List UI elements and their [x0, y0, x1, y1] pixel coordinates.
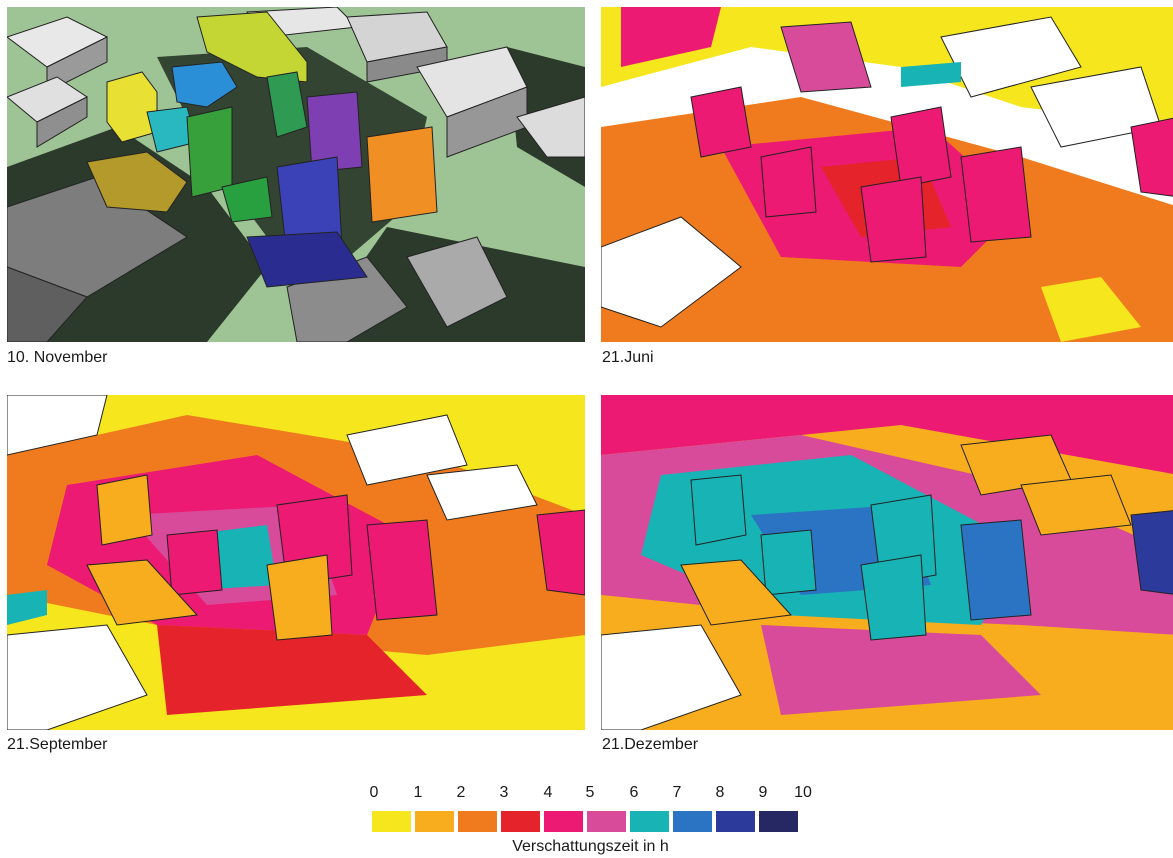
legend-tick: 9 [758, 784, 768, 801]
legend-tick: 7 [672, 784, 682, 801]
panel-caption: 21.Dezember [602, 736, 699, 753]
shading-view-december [601, 395, 1173, 730]
legend-tick: 8 [715, 784, 725, 801]
legend-tick-labels: 0 1 2 3 4 5 6 7 8 9 10 [368, 784, 813, 806]
legend-tick: 10 [794, 784, 812, 801]
legend-swatch [630, 811, 669, 832]
legend-tick: 4 [543, 784, 553, 801]
legend-tick: 6 [629, 784, 639, 801]
model-view-november [7, 7, 585, 342]
color-legend: 0 1 2 3 4 5 6 7 8 9 10 Verschattungszeit… [368, 784, 813, 858]
legend-swatch [544, 811, 583, 832]
legend-swatch [759, 811, 798, 832]
panel-caption: 10. November [7, 349, 108, 366]
legend-tick: 2 [456, 784, 466, 801]
legend-swatch-row [372, 811, 802, 832]
legend-swatch [501, 811, 540, 832]
legend-tick: 1 [413, 784, 423, 801]
shading-view-june [601, 7, 1173, 342]
panel-caption: 21.September [7, 736, 108, 753]
shading-view-september [7, 395, 585, 730]
legend-swatch [415, 811, 454, 832]
legend-swatch [716, 811, 755, 832]
legend-swatch [587, 811, 626, 832]
legend-title: Verschattungszeit in h [512, 838, 669, 855]
shadow-area [157, 47, 427, 267]
legend-tick: 5 [585, 784, 595, 801]
legend-swatch [673, 811, 712, 832]
panel-caption: 21.Juni [602, 349, 654, 366]
legend-swatch [458, 811, 497, 832]
legend-tick: 3 [499, 784, 509, 801]
legend-swatch [372, 811, 411, 832]
legend-tick: 0 [369, 784, 379, 801]
